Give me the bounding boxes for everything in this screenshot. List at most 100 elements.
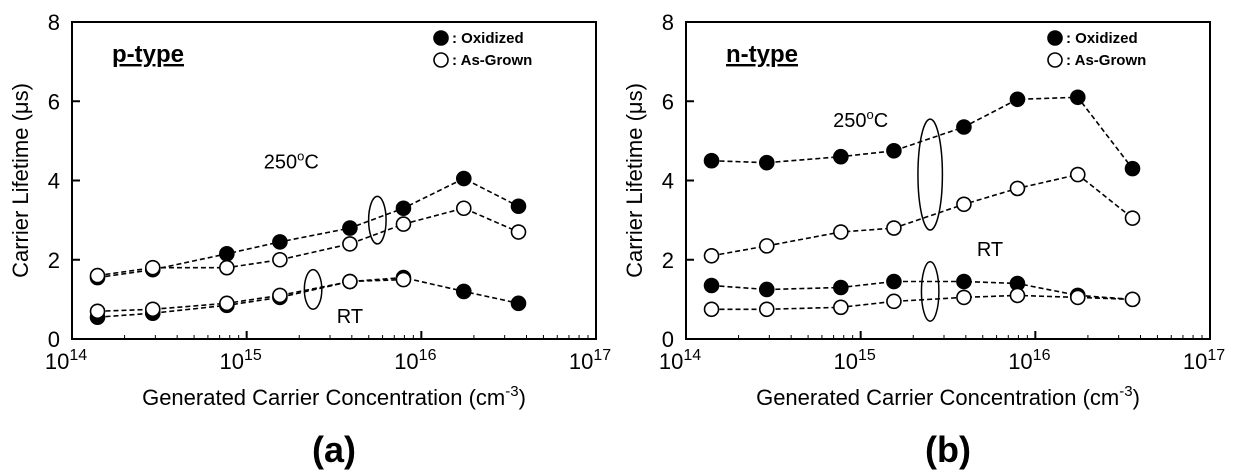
legend-label: : As-Grown [1066,52,1146,69]
data-point [758,281,775,298]
y-tick-label: 8 [662,10,674,35]
data-point [886,220,902,236]
data-point [833,224,849,240]
data-point [758,238,775,254]
data-point [395,216,412,232]
legend-label: : Oxidized [1066,30,1138,47]
data-point [219,259,235,276]
series-line [97,276,519,318]
y-tick-label: 0 [662,327,674,352]
series-line [711,280,1133,301]
legend-label: : Oxidized [452,30,524,47]
data-point [956,196,972,213]
type-label: p-type [112,41,184,68]
y-tick-label: 2 [48,248,60,273]
legend-marker [433,52,449,68]
y-tick-label: 4 [662,169,674,194]
data-point [886,293,902,310]
data-point [342,273,358,290]
panel-label: (b) [925,429,971,470]
data-point [455,283,472,300]
data-point [272,234,288,250]
type-label: n-type [726,41,798,68]
x-axis-title: Generated Carrier Concentration (cm-3) [756,383,1140,410]
data-point [219,295,235,312]
x-tick-label: 1016 [1008,347,1050,374]
legend-label: : As-Grown [452,52,532,69]
annotation-ellipse [303,268,323,311]
series-line [711,294,1133,311]
chart-panel-b: 0 2 4 6 8 1014 1015 1016 1017 Generated Carrier C… [622,10,1225,470]
data-point [833,279,849,296]
data-point [342,236,358,252]
data-point [455,200,472,217]
data-point [1124,160,1141,177]
series-line [711,173,1133,257]
data-point [956,119,972,135]
x-tick-label: 1017 [569,347,611,374]
data-point [342,220,358,236]
annotation-label: RT [337,306,363,328]
y-axis-title: Carrier Lifetime (μs) [622,83,647,278]
data-point [1069,289,1086,306]
data-point [758,301,775,318]
data-point [1069,166,1086,183]
data-point [89,303,106,320]
data-point [395,271,412,288]
x-tick-label: 1015 [220,347,262,374]
series-line [97,207,519,277]
data-point [1124,291,1141,308]
annotation-label: 250oC [264,149,319,174]
annotation-label: RT [977,239,1003,261]
x-tick-label: 1015 [834,347,876,374]
x-axis-title: Generated Carrier Concentration (cm-3) [142,383,526,410]
data-point [272,287,288,304]
series-line [97,177,519,279]
data-point [703,152,720,169]
data-point [886,273,902,290]
data-point [1124,210,1141,226]
y-tick-label: 6 [48,89,60,114]
y-tick-label: 4 [48,169,60,194]
data-point [89,267,106,284]
annotation-ellipse [367,195,387,245]
data-point [1009,180,1026,197]
data-point [886,142,902,159]
data-point [1069,89,1086,106]
data-point [833,148,849,165]
data-point [956,289,972,306]
y-axis-title: Carrier Lifetime (μs) [8,83,33,278]
legend-marker [1047,30,1063,46]
data-point [703,301,720,318]
y-tick-label: 6 [662,89,674,114]
data-point [272,251,288,268]
data-point [455,170,472,187]
data-point [703,277,720,294]
data-point [1009,287,1026,304]
x-tick-label: 1016 [394,347,436,374]
plot-frame [71,21,597,340]
x-tick-label: 1014 [659,347,701,374]
data-point [144,301,161,318]
data-point [1009,91,1026,108]
series-line [711,96,1134,170]
y-tick-label: 8 [48,10,60,35]
data-point [956,273,972,290]
data-point [510,224,527,240]
data-point [510,198,527,215]
data-point [219,246,235,262]
annotation-ellipse [917,118,944,231]
data-point [395,200,412,217]
data-point [703,247,720,264]
data-point [758,154,775,171]
data-point [833,299,849,316]
chart-panel-a: 0 2 4 6 8 1014 1015 1016 1017 Generated Carrier C… [8,10,611,470]
x-tick-label: 1014 [45,347,87,374]
legend-marker [433,30,449,46]
x-tick-label: 1017 [1183,347,1225,374]
legend-marker [1047,52,1063,68]
annotation-label: 250oC [833,107,888,132]
y-tick-label: 0 [48,327,60,352]
data-point [144,259,161,276]
